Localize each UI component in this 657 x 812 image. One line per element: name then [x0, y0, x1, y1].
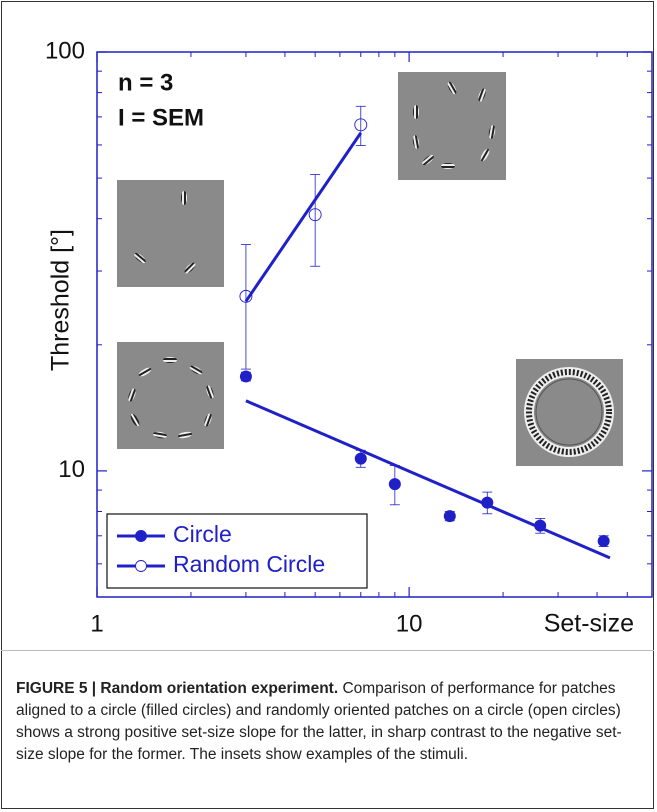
- annotation: I = SEM: [118, 104, 204, 131]
- annotation: n = 3: [118, 69, 173, 96]
- separator: [1, 650, 654, 651]
- data-point: [389, 479, 400, 490]
- page: {"chart_data": { "type": "scatter", "x_s…: [0, 0, 657, 812]
- data-point: [535, 520, 546, 531]
- fit-line: [246, 133, 361, 301]
- legend-label: Circle: [173, 521, 232, 547]
- chart: n = 3 I = SEM Threshold [°] Set-size 10 1…: [0, 0, 657, 650]
- inset: [398, 72, 506, 180]
- caption-label: FIGURE 5 | Random orientation experiment…: [16, 680, 338, 697]
- x-tick-label: 10: [396, 610, 423, 637]
- caption: FIGURE 5 | Random orientation experiment…: [16, 678, 646, 766]
- inset: [516, 359, 623, 466]
- y-axis-label: Threshold [°]: [47, 229, 75, 371]
- legend-marker: [136, 531, 147, 542]
- inset: [117, 180, 224, 287]
- data-point: [444, 511, 455, 522]
- legend-label: Random Circle: [173, 551, 325, 577]
- data-point: [482, 497, 493, 508]
- data-point: [598, 536, 609, 547]
- x-axis-label: Set-size: [544, 610, 634, 638]
- data-point: [355, 453, 366, 464]
- x-tick-label: 1: [90, 610, 103, 637]
- inset: [117, 342, 224, 449]
- data-point: [240, 371, 251, 382]
- y-tick-label: 100: [45, 37, 85, 64]
- legend: Circle Random Circle: [107, 514, 367, 588]
- y-tick-label: 10: [58, 456, 85, 483]
- legend-marker: [136, 561, 147, 572]
